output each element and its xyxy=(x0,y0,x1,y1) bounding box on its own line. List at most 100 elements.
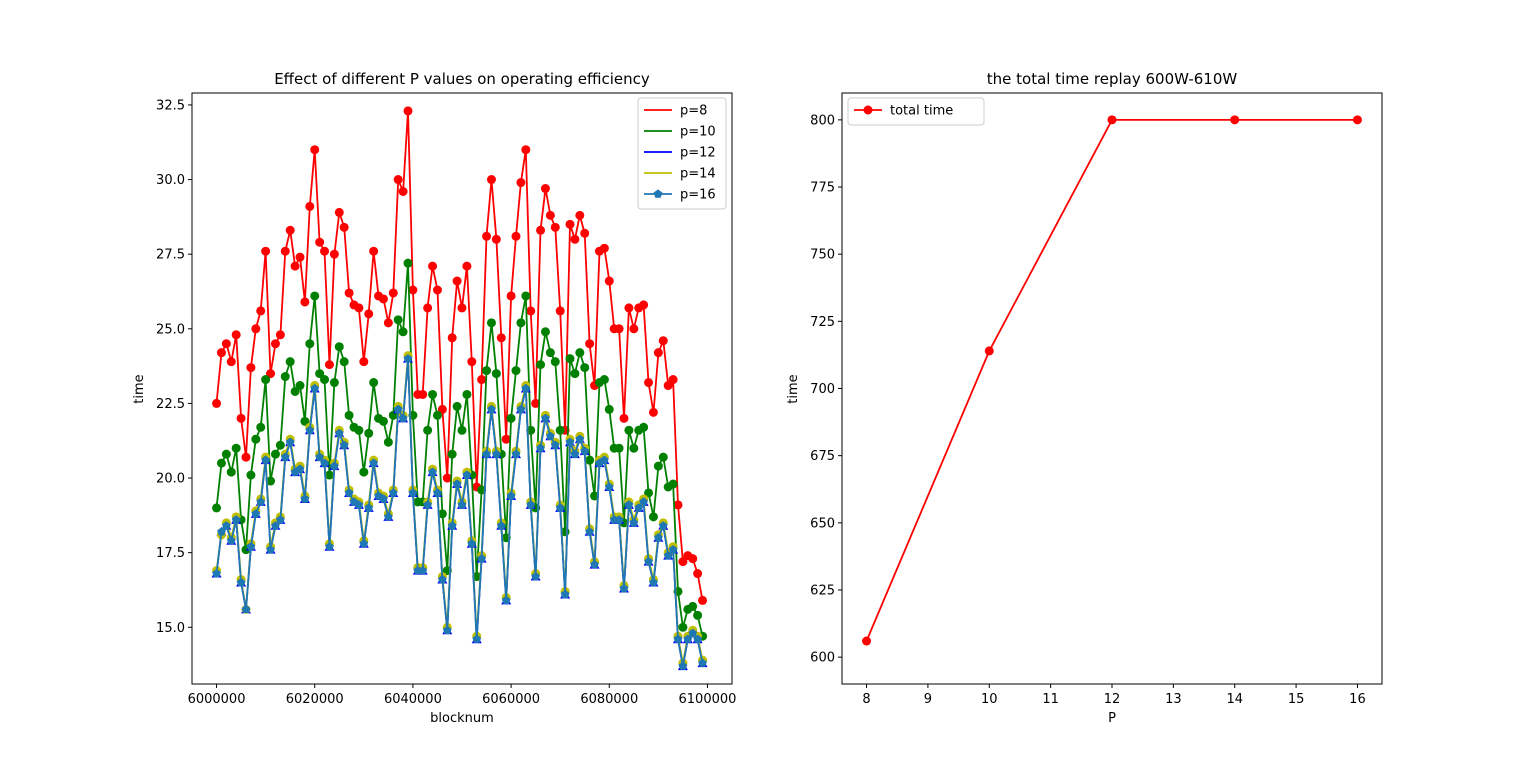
data-point xyxy=(550,357,560,367)
data-point xyxy=(644,488,654,498)
data-point xyxy=(447,521,457,530)
right-chart-title: the total time replay 600W-610W xyxy=(987,70,1238,88)
legend-label: p=14 xyxy=(680,167,716,182)
data-point xyxy=(624,303,634,313)
data-point xyxy=(246,542,256,551)
data-point xyxy=(369,246,379,256)
data-point xyxy=(673,500,683,510)
right-x-axis-label: P xyxy=(1108,711,1116,726)
data-point xyxy=(629,324,639,334)
series-p-8 xyxy=(212,106,708,605)
y-tick-label: 725 xyxy=(810,315,835,330)
data-point xyxy=(285,437,295,446)
data-point xyxy=(698,595,708,605)
data-point xyxy=(984,346,994,356)
y-tick-label: 20.0 xyxy=(156,472,185,487)
data-point xyxy=(540,327,550,337)
data-point xyxy=(653,461,663,471)
data-point xyxy=(492,449,501,458)
data-point xyxy=(570,369,580,379)
data-point xyxy=(521,145,531,155)
data-point xyxy=(467,539,477,548)
data-point xyxy=(457,500,467,509)
data-point xyxy=(261,375,271,385)
legend-marker xyxy=(863,105,873,115)
data-point xyxy=(285,225,295,235)
data-point xyxy=(251,324,261,334)
data-point xyxy=(216,458,226,468)
data-point xyxy=(334,207,344,217)
left-chart-marks xyxy=(211,106,708,671)
data-point xyxy=(217,527,226,536)
data-point xyxy=(315,237,325,247)
data-point xyxy=(590,560,599,569)
data-point xyxy=(398,187,408,196)
data-point xyxy=(491,234,501,244)
data-point xyxy=(433,488,442,497)
data-point xyxy=(383,318,393,328)
data-point xyxy=(447,333,457,343)
data-point xyxy=(266,545,275,554)
y-tick-label: 675 xyxy=(810,449,835,464)
data-point xyxy=(644,557,653,566)
left-chart-legend: p=8 p=10 p=12 p=14 p=16 xyxy=(637,97,727,210)
data-point xyxy=(408,488,418,497)
legend-item: p=16 xyxy=(644,188,716,203)
data-point xyxy=(246,363,256,373)
x-tick-label: 13 xyxy=(1165,692,1182,707)
x-tick-label: 8 xyxy=(862,692,870,707)
data-point xyxy=(575,348,585,358)
data-point xyxy=(516,404,526,414)
data-point xyxy=(1352,115,1362,125)
data-point xyxy=(344,410,354,420)
data-point xyxy=(418,566,428,575)
data-point xyxy=(506,413,516,423)
data-point xyxy=(599,243,609,253)
data-point xyxy=(619,583,629,593)
x-tick-label: 9 xyxy=(924,692,932,707)
data-point xyxy=(270,449,280,459)
x-tick-label: 14 xyxy=(1226,692,1243,707)
data-point xyxy=(585,527,594,536)
data-point xyxy=(472,634,482,643)
data-point xyxy=(384,512,393,521)
x-tick-label: 6000000 xyxy=(188,692,246,707)
data-point xyxy=(418,389,428,399)
data-point xyxy=(344,488,354,497)
data-point xyxy=(511,231,521,241)
data-point xyxy=(315,452,324,461)
data-point xyxy=(324,360,334,370)
data-point xyxy=(403,106,413,116)
data-point xyxy=(251,434,261,444)
data-point xyxy=(437,404,447,414)
data-point xyxy=(531,571,540,581)
data-point xyxy=(693,610,703,620)
data-point xyxy=(536,443,545,452)
y-tick-label: 25.0 xyxy=(156,322,185,337)
y-tick-label: 27.5 xyxy=(156,248,185,263)
data-point xyxy=(614,515,624,524)
data-point xyxy=(452,401,462,411)
data-point xyxy=(300,416,310,426)
data-point xyxy=(678,661,688,670)
data-point xyxy=(270,339,280,349)
data-point xyxy=(256,422,266,432)
data-point xyxy=(315,369,325,379)
data-point xyxy=(526,306,536,316)
data-point xyxy=(516,318,526,328)
data-point xyxy=(231,443,241,453)
data-point xyxy=(482,449,491,458)
y-tick-label: 700 xyxy=(810,382,835,397)
data-point xyxy=(862,636,872,646)
x-tick-label: 11 xyxy=(1042,692,1059,707)
data-point xyxy=(654,533,663,542)
data-point xyxy=(221,339,231,349)
data-point xyxy=(241,452,251,462)
x-tick-label: 6040000 xyxy=(384,692,442,707)
data-point xyxy=(624,500,634,509)
data-point xyxy=(330,461,339,470)
data-point xyxy=(320,246,330,256)
data-point xyxy=(653,348,663,358)
data-point xyxy=(570,234,580,244)
